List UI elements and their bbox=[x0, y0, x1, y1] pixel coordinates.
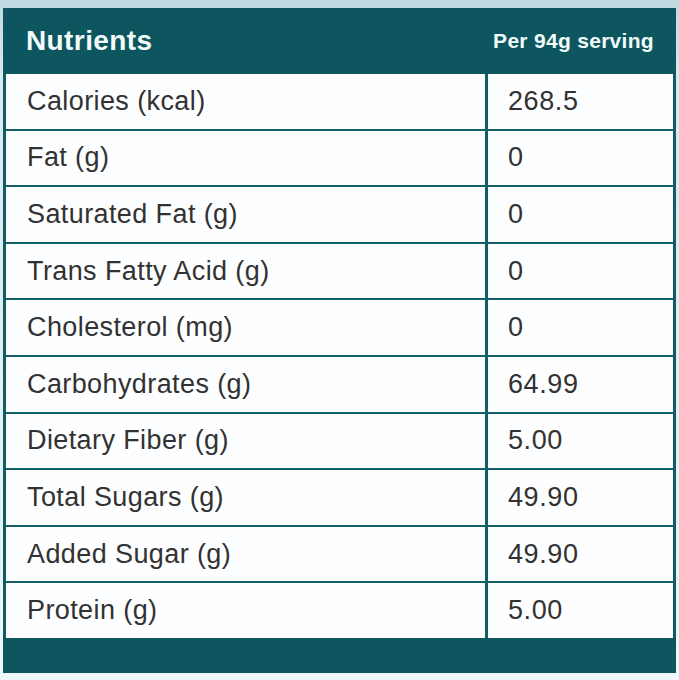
serving-size-label: Per 94g serving bbox=[493, 29, 654, 53]
table-header: Nutrients Per 94g serving bbox=[3, 8, 676, 74]
nutrient-label: Saturated Fat (g) bbox=[6, 187, 485, 242]
table-row: Fat (g) 0 bbox=[6, 131, 673, 188]
nutrient-value: 49.90 bbox=[485, 470, 673, 525]
table-row: Total Sugars (g) 49.90 bbox=[6, 470, 673, 527]
table-title: Nutrients bbox=[26, 25, 153, 57]
nutrient-label: Cholesterol (mg) bbox=[6, 300, 485, 355]
nutrient-label: Calories (kcal) bbox=[6, 74, 485, 129]
nutrient-value: 0 bbox=[485, 300, 673, 355]
nutrient-value: 64.99 bbox=[485, 357, 673, 412]
table-row: Added Sugar (g) 49.90 bbox=[6, 527, 673, 584]
nutrient-value: 0 bbox=[485, 244, 673, 299]
nutrient-label: Carbohydrates (g) bbox=[6, 357, 485, 412]
nutrient-value: 49.90 bbox=[485, 527, 673, 582]
table-row: Dietary Fiber (g) 5.00 bbox=[6, 414, 673, 471]
table-footer-band bbox=[3, 638, 676, 673]
nutrient-label: Protein (g) bbox=[6, 583, 485, 638]
nutrition-table: Nutrients Per 94g serving Calories (kcal… bbox=[3, 8, 676, 673]
table-row: Trans Fatty Acid (g) 0 bbox=[6, 244, 673, 301]
nutrient-value: 5.00 bbox=[485, 583, 673, 638]
nutrient-label: Dietary Fiber (g) bbox=[6, 414, 485, 469]
table-row: Carbohydrates (g) 64.99 bbox=[6, 357, 673, 414]
table-row: Saturated Fat (g) 0 bbox=[6, 187, 673, 244]
table-row: Protein (g) 5.00 bbox=[6, 583, 673, 638]
nutrient-label: Total Sugars (g) bbox=[6, 470, 485, 525]
nutrient-value: 268.5 bbox=[485, 74, 673, 129]
nutrient-value: 5.00 bbox=[485, 414, 673, 469]
table-row: Calories (kcal) 268.5 bbox=[6, 74, 673, 131]
nutrient-table-body: Calories (kcal) 268.5 Fat (g) 0 Saturate… bbox=[3, 74, 676, 638]
nutrient-label: Added Sugar (g) bbox=[6, 527, 485, 582]
nutrient-value: 0 bbox=[485, 187, 673, 242]
table-row: Cholesterol (mg) 0 bbox=[6, 300, 673, 357]
nutrient-label: Trans Fatty Acid (g) bbox=[6, 244, 485, 299]
nutrient-value: 0 bbox=[485, 131, 673, 186]
nutrient-label: Fat (g) bbox=[6, 131, 485, 186]
